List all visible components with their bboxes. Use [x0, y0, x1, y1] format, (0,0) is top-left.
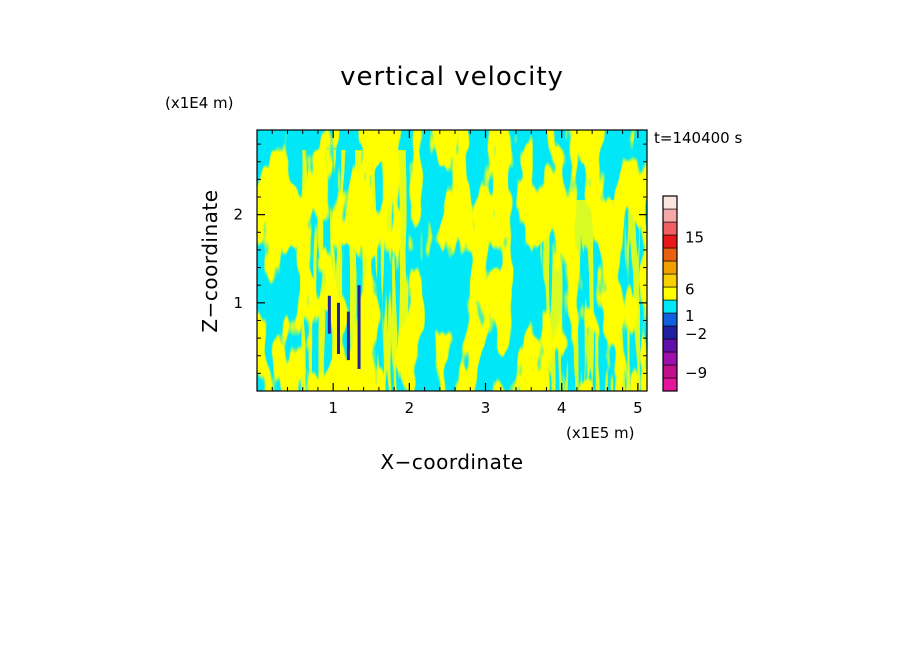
colorbar-segment	[662, 364, 678, 379]
y-tick-label: 2	[233, 206, 243, 224]
colorbar-label: −9	[685, 364, 707, 382]
chart-title: vertical velocity	[340, 62, 564, 92]
colorbar-segment	[662, 247, 678, 262]
y-axis-label: Z−coordinate	[198, 189, 222, 332]
y-axis: 12	[233, 143, 647, 374]
colorbar-segment	[662, 351, 678, 366]
colorbar-segment	[662, 338, 678, 353]
colorbar-segment	[662, 221, 678, 236]
x-tick-label: 1	[328, 399, 338, 417]
colorbar-segment	[662, 325, 678, 340]
colorbar-segment	[662, 208, 678, 223]
y-scale-label: (x1E4 m)	[165, 94, 234, 112]
colorbar-label: −2	[685, 325, 707, 343]
time-label: t=140400 s	[654, 129, 742, 147]
colorbar-segment	[662, 273, 678, 288]
strong-downdraft-streaks	[327, 285, 361, 369]
downdraft-streak	[327, 295, 331, 334]
colorbar-segment	[662, 286, 678, 301]
plot-frame	[256, 129, 648, 392]
colorbar-label: 1	[685, 307, 695, 325]
colorbar-segment	[662, 299, 678, 314]
colorbar-label: 6	[685, 281, 695, 299]
colorbar-segment	[662, 312, 678, 327]
colorbar-segment	[662, 195, 678, 210]
downdraft-streak	[357, 285, 361, 369]
x-tick-label: 4	[557, 399, 567, 417]
contour-field	[257, 130, 647, 391]
colorbar-segment	[662, 377, 678, 392]
positive-region-streaks-left	[300, 150, 410, 391]
colorbar: 15 6 1−2 −9	[662, 195, 707, 392]
x-tick-label: 5	[633, 399, 643, 417]
downdraft-streak	[346, 311, 350, 361]
colorbar-segment	[662, 234, 678, 249]
x-tick-label: 3	[481, 399, 491, 417]
x-tick-label: 2	[405, 399, 415, 417]
x-axis: 1 2 3 4 5	[271, 130, 643, 417]
positive-region-streaks-right	[540, 200, 640, 391]
downdraft-streak	[336, 302, 340, 354]
x-scale-label: (x1E5 m)	[566, 424, 635, 442]
colorbar-frame	[662, 195, 678, 392]
y-tick-label: 1	[233, 294, 243, 312]
colorbar-segment	[662, 260, 678, 275]
x-axis-label: X−coordinate	[380, 450, 523, 474]
colorbar-label: 15	[685, 229, 704, 247]
